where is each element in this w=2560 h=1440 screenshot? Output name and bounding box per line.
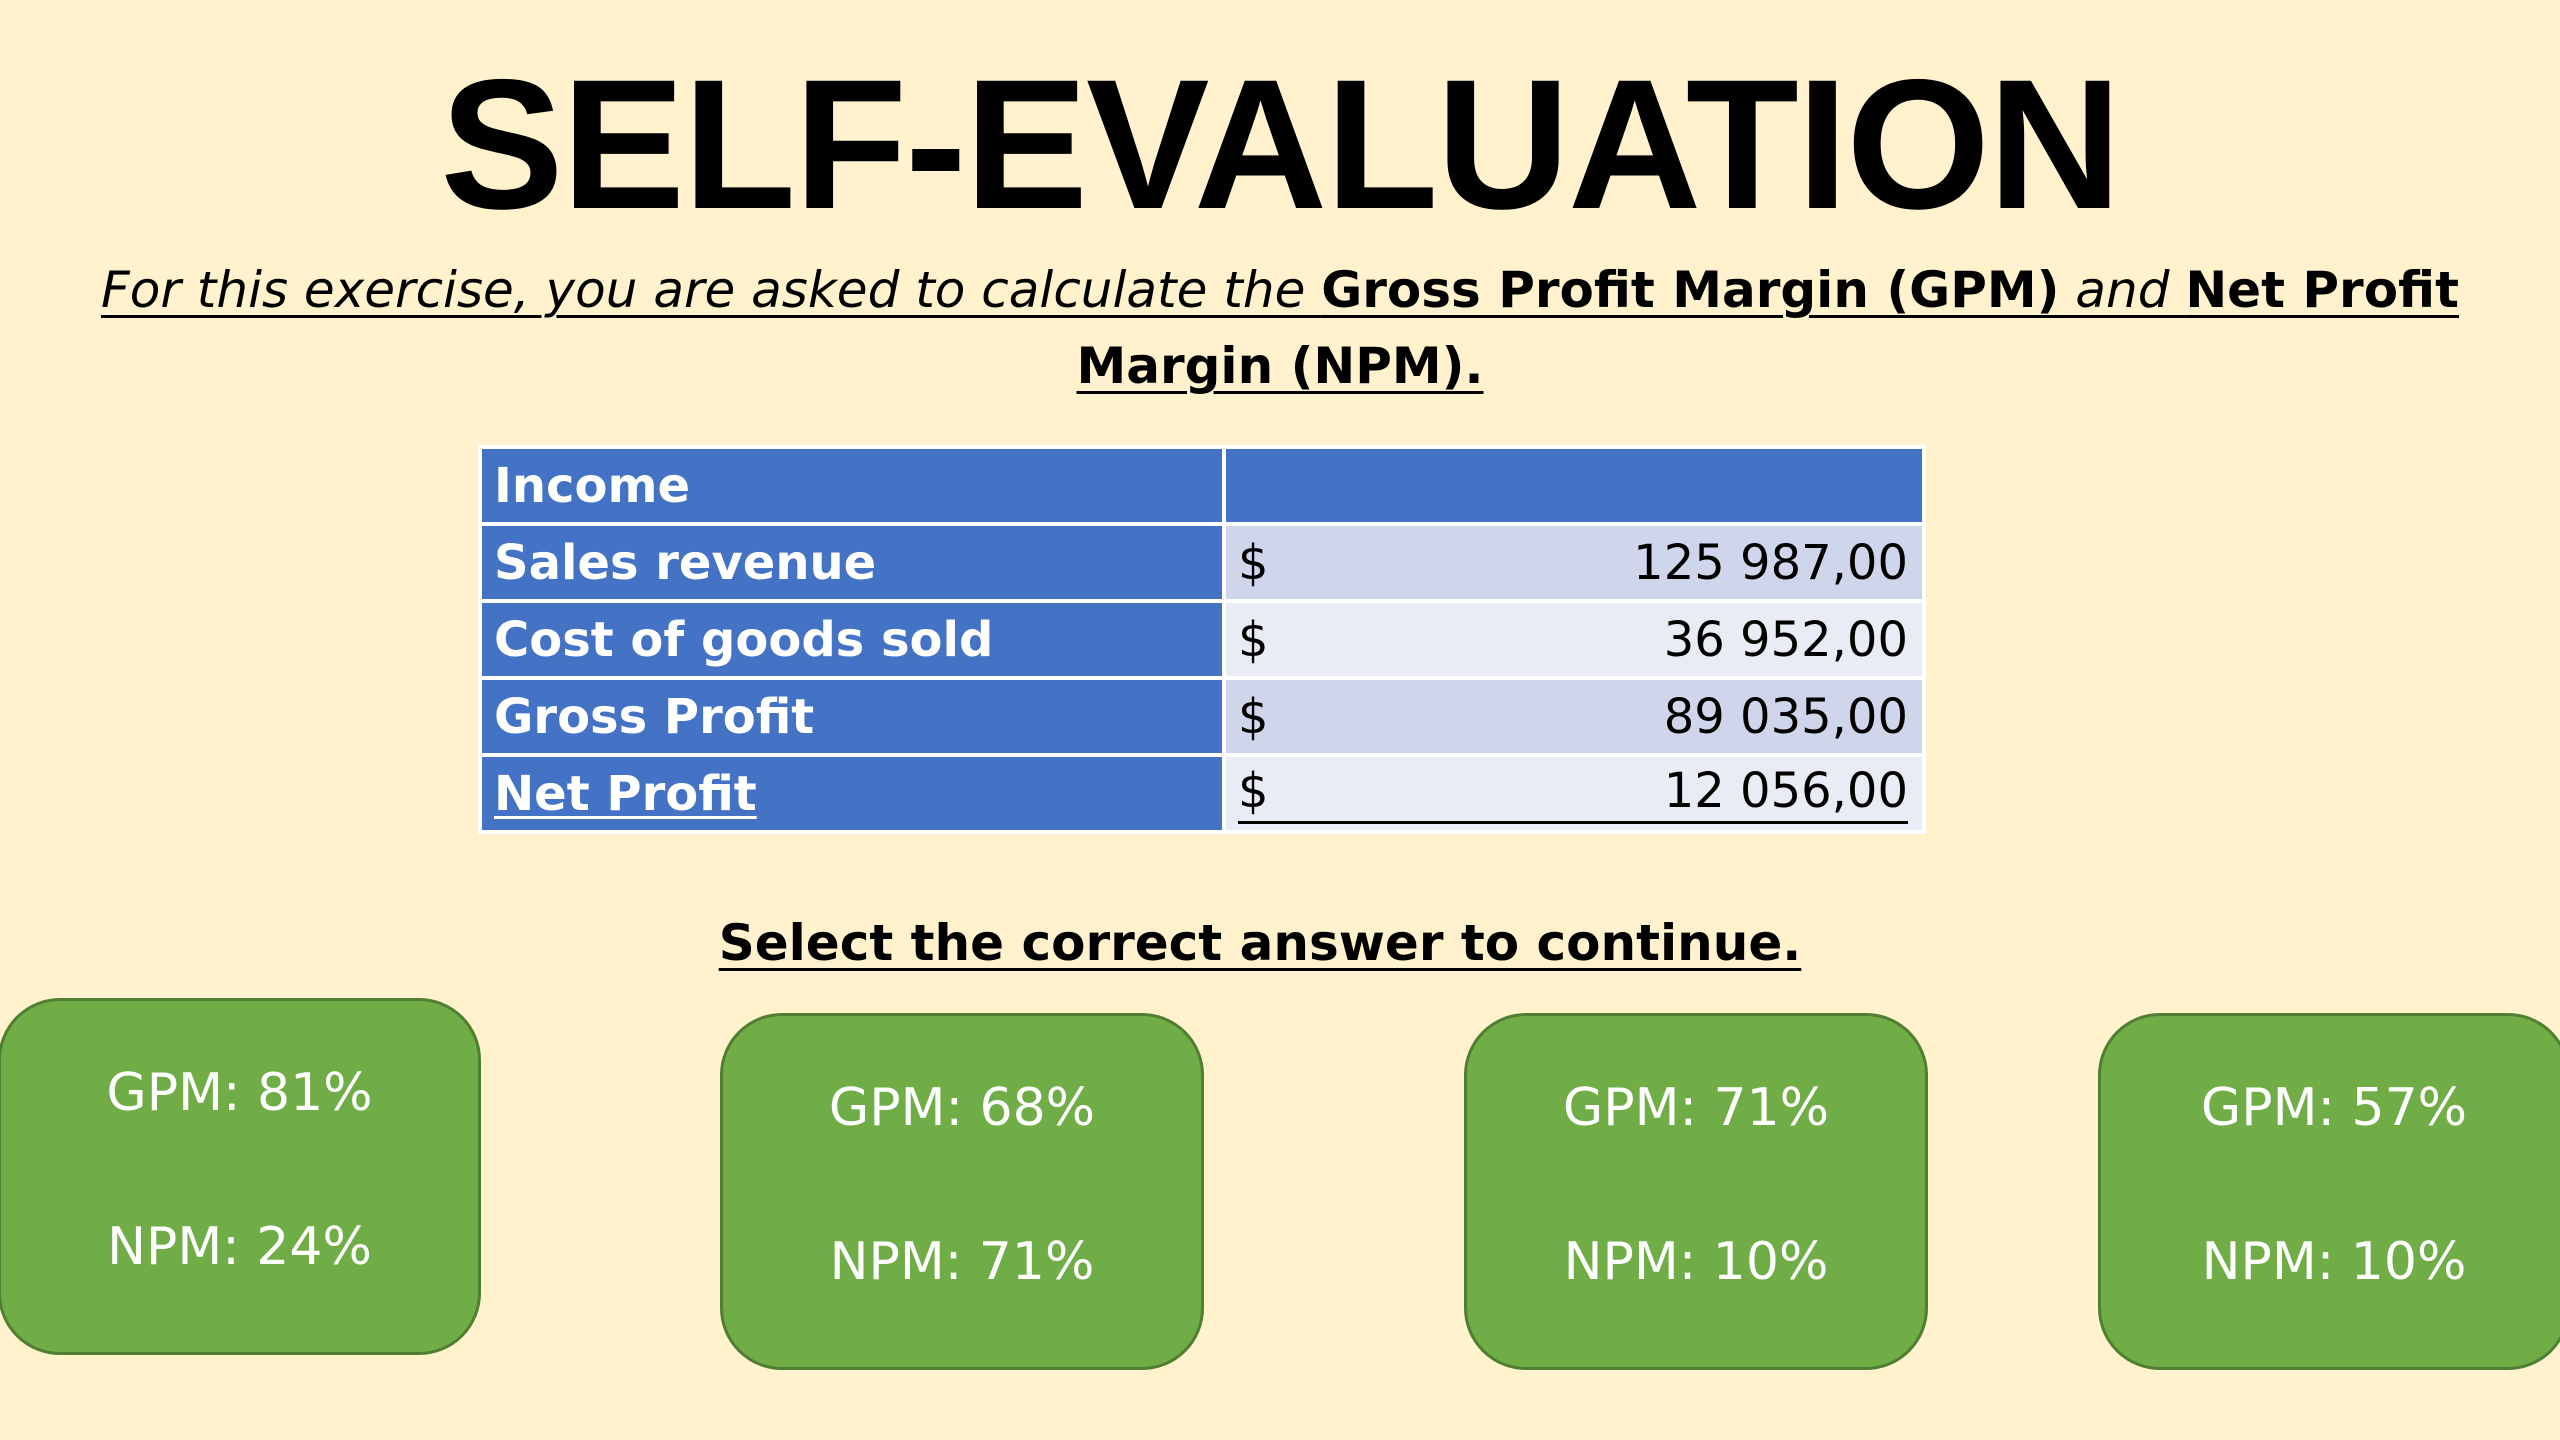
- answer-option-3[interactable]: GPM: 71% NPM: 10%: [1464, 1013, 1928, 1370]
- row-amount: 89 035,00: [1663, 688, 1908, 745]
- page-title: SELF-EVALUATION: [440, 42, 2121, 248]
- answer-option-2[interactable]: GPM: 68% NPM: 71%: [720, 1013, 1204, 1370]
- row-value-cell: $ 12 056,00: [1222, 753, 1926, 834]
- row-amount: 36 952,00: [1663, 611, 1908, 668]
- option-npm: NPM: 10%: [1563, 1232, 1829, 1292]
- row-amount: 125 987,00: [1633, 534, 1908, 591]
- instruction-term-gpm: Gross Profit Margin (GPM): [1321, 261, 2060, 319]
- option-npm: NPM: 24%: [107, 1217, 372, 1277]
- net-profit-label: Net Profit: [494, 765, 757, 822]
- answer-prompt: Select the correct answer to continue.: [718, 914, 1802, 972]
- option-npm: NPM: 10%: [2201, 1232, 2467, 1292]
- income-table: Income Sales revenue $ 125 987,00 Cost o…: [478, 445, 1926, 834]
- row-label: Cost of goods sold: [478, 599, 1226, 680]
- instruction-text-2: and: [2059, 261, 2186, 319]
- exercise-instruction: For this exercise, you are asked to calc…: [80, 252, 2480, 404]
- option-gpm: GPM: 71%: [1562, 1078, 1830, 1138]
- currency-symbol: $: [1238, 763, 1269, 819]
- row-label: Sales revenue: [478, 522, 1226, 603]
- row-value-cell: $ 125 987,00: [1222, 522, 1926, 603]
- currency-symbol: $: [1238, 534, 1269, 591]
- table-row: Sales revenue $ 125 987,00: [478, 522, 1926, 603]
- table-header-value: [1222, 445, 1926, 526]
- currency-symbol: $: [1238, 611, 1269, 668]
- currency-symbol: $: [1238, 688, 1269, 745]
- answer-option-1[interactable]: GPM: 81% NPM: 24%: [0, 998, 481, 1355]
- row-value-cell: $ 36 952,00: [1222, 599, 1926, 680]
- table-header-label: Income: [478, 445, 1226, 526]
- option-gpm: GPM: 57%: [2200, 1078, 2468, 1138]
- table-row: Net Profit $ 12 056,00: [478, 753, 1926, 834]
- table-row: Gross Profit $ 89 035,00: [478, 676, 1926, 757]
- row-label: Gross Profit: [478, 676, 1226, 757]
- row-label: Net Profit: [478, 753, 1226, 834]
- row-amount: 12 056,00: [1663, 763, 1908, 819]
- instruction-term-npm: Net Profit Margin (NPM).: [1076, 261, 2460, 395]
- option-gpm: GPM: 81%: [106, 1063, 373, 1123]
- table-row: Cost of goods sold $ 36 952,00: [478, 599, 1926, 680]
- row-value-cell: $ 89 035,00: [1222, 676, 1926, 757]
- answer-option-4[interactable]: GPM: 57% NPM: 10%: [2098, 1013, 2560, 1370]
- option-npm: NPM: 71%: [829, 1232, 1095, 1292]
- option-gpm: GPM: 68%: [828, 1078, 1096, 1138]
- table-header-row: Income: [478, 445, 1926, 526]
- instruction-text-1: For this exercise, you are asked to calc…: [100, 261, 1322, 319]
